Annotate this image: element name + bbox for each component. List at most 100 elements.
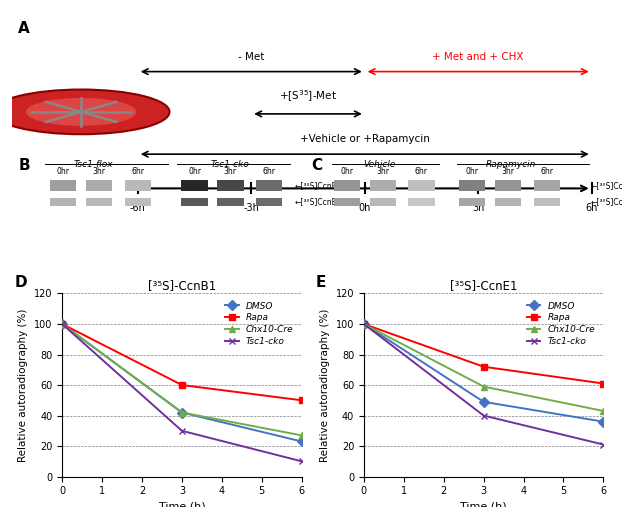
Text: 3hr: 3hr: [93, 167, 106, 176]
Line: Chx10-Cre: Chx10-Cre: [58, 320, 305, 439]
Tsc1-cko: [178, 428, 185, 434]
Line: DMSO: DMSO: [58, 320, 305, 445]
Text: A: A: [19, 21, 30, 37]
Bar: [495, 180, 521, 191]
Text: -3h: -3h: [243, 202, 259, 212]
Bar: [256, 198, 282, 206]
Rapa: [360, 321, 368, 327]
Title: [³⁵S]-CcnE1: [³⁵S]-CcnE1: [450, 279, 518, 293]
X-axis label: Time (h): Time (h): [159, 502, 205, 507]
Bar: [50, 180, 77, 191]
Text: Vehicle: Vehicle: [363, 160, 396, 169]
Text: D: D: [14, 275, 27, 290]
Line: DMSO: DMSO: [360, 320, 607, 425]
Tsc1-cko: [58, 321, 66, 327]
Text: 3hr: 3hr: [224, 167, 237, 176]
Text: ←[³⁵S]CcnE1: ←[³⁵S]CcnE1: [294, 198, 341, 206]
Legend: DMSO, Rapa, Chx10-Cre, Tsc1-cko: DMSO, Rapa, Chx10-Cre, Tsc1-cko: [523, 298, 599, 349]
Text: -6h: -6h: [130, 202, 146, 212]
DMSO: [58, 321, 66, 327]
Line: Tsc1-cko: Tsc1-cko: [360, 320, 607, 448]
Chx10-Cre: [360, 321, 368, 327]
Text: E: E: [316, 275, 327, 290]
Chx10-Cre: [480, 383, 488, 389]
Text: 6hr: 6hr: [415, 167, 428, 176]
DMSO: [298, 439, 305, 445]
Text: 3h: 3h: [472, 202, 485, 212]
Text: B: B: [19, 158, 30, 173]
Bar: [182, 198, 208, 206]
Text: 6hr: 6hr: [541, 167, 554, 176]
Text: 0hr: 0hr: [188, 167, 201, 176]
Text: 0hr: 0hr: [57, 167, 70, 176]
Line: Rapa: Rapa: [58, 320, 305, 404]
Text: + Met and + CHX: + Met and + CHX: [432, 52, 524, 61]
Text: ←[³⁵S]CcnB1: ←[³⁵S]CcnB1: [294, 181, 341, 190]
Text: 0h: 0h: [358, 202, 371, 212]
Bar: [333, 198, 360, 206]
Text: +Vehicle or +Rapamycin: +Vehicle or +Rapamycin: [300, 134, 430, 144]
DMSO: [600, 419, 607, 425]
Text: 3hr: 3hr: [376, 167, 389, 176]
Bar: [182, 180, 208, 191]
Rapa: [600, 380, 607, 386]
Tsc1-cko: [480, 413, 488, 419]
Bar: [369, 198, 396, 206]
Bar: [50, 198, 77, 206]
Bar: [124, 198, 151, 206]
DMSO: [178, 410, 185, 416]
Bar: [459, 198, 485, 206]
Bar: [217, 180, 244, 191]
Line: Tsc1-cko: Tsc1-cko: [58, 320, 305, 465]
Ellipse shape: [0, 90, 169, 134]
Tsc1-cko: [600, 442, 607, 448]
Chx10-Cre: [58, 321, 66, 327]
Rapa: [480, 364, 488, 370]
Text: - Met: - Met: [238, 52, 264, 61]
Bar: [86, 180, 112, 191]
Tsc1-cko: [298, 458, 305, 464]
Bar: [495, 198, 521, 206]
Text: 6h: 6h: [585, 202, 598, 212]
Rapa: [178, 382, 185, 388]
Chx10-Cre: [600, 408, 607, 414]
Bar: [124, 180, 151, 191]
Text: Rapamycin: Rapamycin: [486, 160, 536, 169]
DMSO: [360, 321, 368, 327]
Bar: [333, 180, 360, 191]
Chx10-Cre: [298, 432, 305, 439]
Bar: [408, 198, 435, 206]
Text: 6hr: 6hr: [131, 167, 144, 176]
Line: Rapa: Rapa: [360, 320, 607, 387]
Chx10-Cre: [178, 410, 185, 416]
Text: +[S$^{35}$]-Met: +[S$^{35}$]-Met: [279, 88, 337, 104]
Bar: [534, 180, 560, 191]
Text: ←[³⁵S]CcnB1: ←[³⁵S]CcnB1: [590, 181, 622, 190]
Legend: DMSO, Rapa, Chx10-Cre, Tsc1-cko: DMSO, Rapa, Chx10-Cre, Tsc1-cko: [221, 298, 297, 349]
Line: Chx10-Cre: Chx10-Cre: [360, 320, 607, 414]
Text: 0hr: 0hr: [340, 167, 353, 176]
Bar: [459, 180, 485, 191]
Title: [³⁵S]-CcnB1: [³⁵S]-CcnB1: [148, 279, 216, 293]
Bar: [369, 180, 396, 191]
Text: C: C: [311, 158, 322, 173]
Text: 6hr: 6hr: [262, 167, 276, 176]
Text: ←[³⁵S]CcnE1: ←[³⁵S]CcnE1: [590, 198, 622, 206]
Bar: [217, 198, 244, 206]
X-axis label: Time (h): Time (h): [460, 502, 507, 507]
Text: 0hr: 0hr: [466, 167, 479, 176]
Y-axis label: Relative autoradiography (%): Relative autoradiography (%): [19, 308, 29, 462]
Bar: [408, 180, 435, 191]
Text: Tsc1-flox: Tsc1-flox: [73, 160, 113, 169]
Bar: [86, 198, 112, 206]
Rapa: [58, 321, 66, 327]
Text: Tsc1-cko: Tsc1-cko: [211, 160, 250, 169]
Y-axis label: Relative autoradiography (%): Relative autoradiography (%): [320, 308, 330, 462]
Tsc1-cko: [360, 321, 368, 327]
DMSO: [480, 399, 488, 405]
Bar: [534, 198, 560, 206]
Ellipse shape: [26, 98, 136, 126]
Rapa: [298, 397, 305, 404]
Text: 3hr: 3hr: [501, 167, 514, 176]
Bar: [256, 180, 282, 191]
